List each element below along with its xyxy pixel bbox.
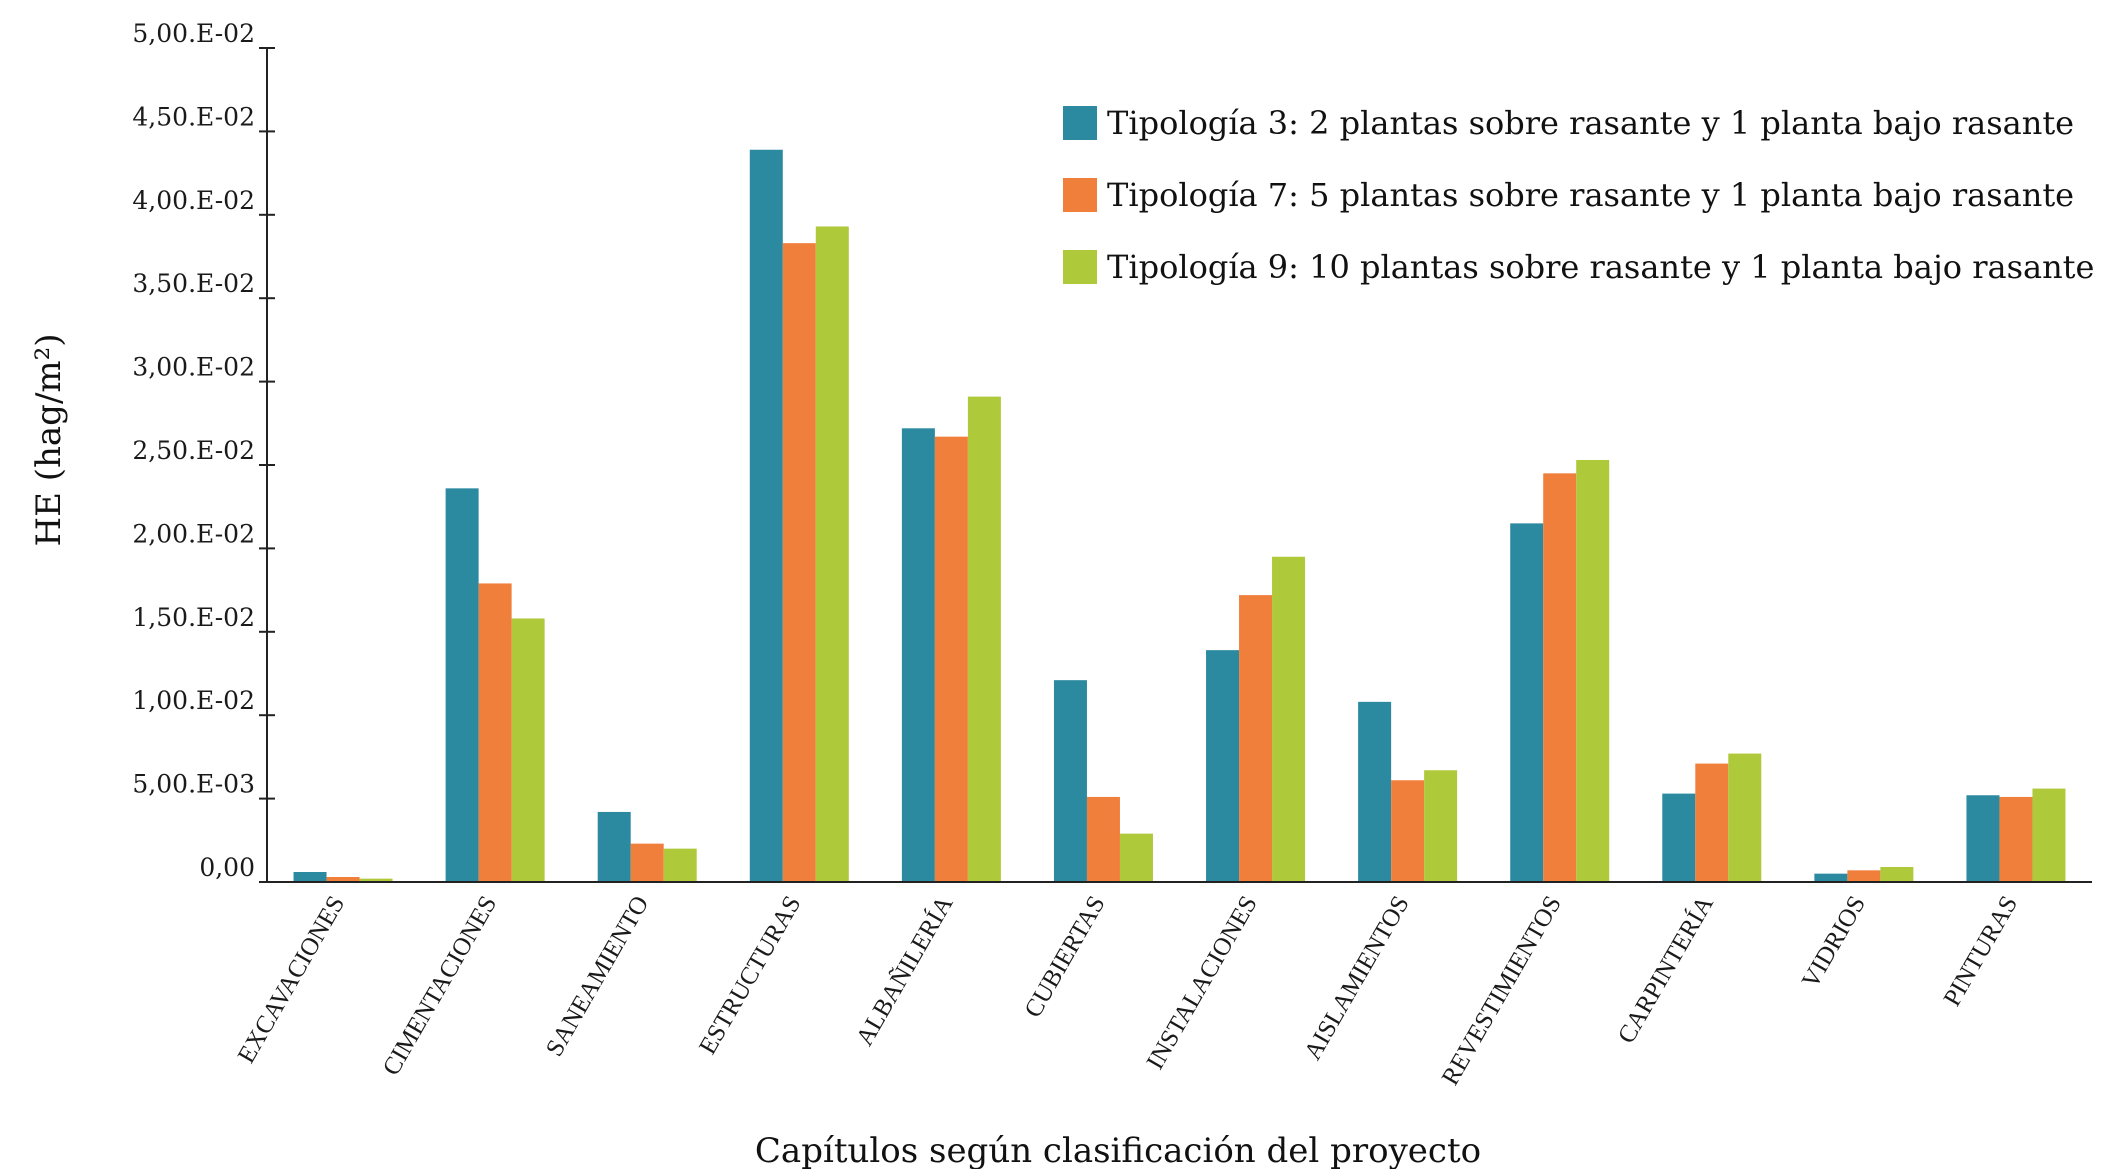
bars-group [293, 149, 2066, 883]
bar-series-1 [445, 488, 479, 882]
bar-series-2 [478, 583, 512, 882]
bar-series-1 [1053, 680, 1087, 882]
bar-series-3 [663, 848, 697, 882]
bar-series-1 [597, 811, 631, 882]
bar-series-1 [1358, 701, 1392, 882]
y-tick-label: 2,00.E-02 [132, 519, 255, 548]
bar-series-3 [511, 618, 545, 882]
y-tick-label: 4,50.E-02 [132, 102, 255, 131]
category-label: AISLAMIENTOS [1299, 892, 1415, 1065]
category-label: ALBAÑILERÍA [850, 891, 958, 1051]
legend-label: Tipología 7: 5 plantas sobre rasante y 1… [1107, 176, 2074, 214]
bar-series-2 [326, 876, 360, 882]
y-tick-label: 3,00.E-02 [132, 353, 255, 382]
bar-series-2 [630, 843, 664, 882]
bar-series-1 [1662, 793, 1696, 882]
bar-series-3 [1272, 556, 1306, 882]
bar-series-2 [934, 436, 968, 882]
y-tick-label: 1,00.E-02 [132, 686, 255, 715]
y-tick-label: 2,50.E-02 [132, 436, 255, 465]
bar-series-1 [1814, 873, 1848, 882]
category-label: SANEAMIENTO [541, 892, 654, 1061]
bar-series-2 [1543, 473, 1577, 882]
category-label: INSTALACIONES [1142, 892, 1263, 1075]
bar-series-1 [1510, 523, 1544, 882]
y-tick-label: 4,00.E-02 [132, 186, 255, 215]
legend-swatch [1063, 106, 1097, 140]
bar-series-2 [1695, 763, 1729, 882]
bar-series-2 [1086, 796, 1120, 882]
legend-swatch [1063, 178, 1097, 212]
category-label: CUBIERTAS [1020, 892, 1111, 1023]
y-tick-label: 3,50.E-02 [132, 269, 255, 298]
bar-series-1 [749, 149, 783, 883]
y-tick-label: 1,50.E-02 [132, 603, 255, 632]
y-tick-label: 5,00.E-02 [132, 19, 255, 48]
legend-label: Tipología 9: 10 plantas sobre rasante y … [1107, 248, 2094, 286]
category-label: VIDRIOS [1797, 892, 1871, 993]
bar-series-3 [2032, 788, 2066, 882]
x-axis-title: Capítulos según clasificación del proyec… [755, 1131, 1481, 1169]
category-label: ESTRUCTURAS [694, 892, 806, 1059]
y-tick-label: 0,00 [199, 853, 255, 882]
bar-series-3 [1880, 866, 1914, 882]
bar-series-2 [1999, 796, 2033, 882]
bar-series-3 [359, 878, 393, 882]
legend-swatch [1063, 250, 1097, 284]
y-axis [259, 47, 275, 883]
bar-series-1 [1206, 650, 1240, 882]
bar-series-2 [1239, 595, 1273, 882]
y-tick-labels: 0,00 5,00.E-03 1,00.E-02 1,50.E-02 2,00.E-02… [132, 19, 255, 882]
bar-series-2 [1847, 870, 1881, 882]
legend: Tipología 3: 2 plantas sobre rasante y 1… [1063, 104, 2094, 286]
y-tick-label: 5,00.E-03 [132, 770, 255, 799]
bar-series-3 [1576, 459, 1610, 882]
category-label: CARPINTERÍA [1612, 891, 1719, 1048]
legend-label: Tipología 3: 2 plantas sobre rasante y 1… [1107, 104, 2074, 142]
y-axis-title: HE (hag/m²) [29, 333, 69, 546]
category-label: REVESTIMIENTOS [1437, 892, 1567, 1090]
bar-series-1 [901, 428, 935, 882]
bar-series-3 [815, 226, 849, 882]
category-label: CIMENTACIONES [378, 892, 502, 1081]
bar-series-3 [1424, 770, 1458, 882]
category-label: EXCAVACIONES [233, 892, 350, 1068]
bar-series-3 [1119, 833, 1153, 882]
bar-series-3 [1728, 753, 1762, 882]
bar-series-2 [1391, 780, 1425, 882]
category-label: PINTURAS [1939, 892, 2024, 1011]
bar-series-3 [967, 396, 1001, 882]
bar-series-1 [1966, 795, 2000, 882]
bar-series-1 [293, 871, 327, 882]
bar-series-2 [782, 243, 816, 882]
x-tick-labels: EXCAVACIONES CIMENTACIONES SANEAMIENTO ESTR… [233, 891, 2023, 1090]
